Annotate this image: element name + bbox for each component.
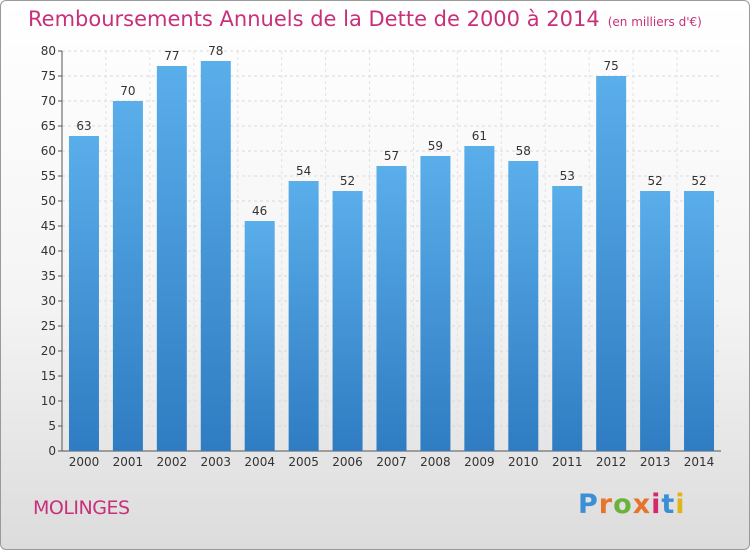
y-tick-label-30: 30 bbox=[41, 294, 56, 308]
brand-letter: t bbox=[661, 489, 676, 520]
value-label-2008: 59 bbox=[428, 139, 443, 153]
chart-title: Remboursements Annuels de la Dette de 20… bbox=[28, 7, 702, 31]
x-tick-label-2005: 2005 bbox=[288, 455, 319, 469]
y-tick-label-75: 75 bbox=[41, 69, 56, 83]
x-tick-label-2009: 2009 bbox=[464, 455, 495, 469]
x-tick-label-2008: 2008 bbox=[420, 455, 451, 469]
y-tick-label-5: 5 bbox=[48, 419, 56, 433]
x-tick-label-2012: 2012 bbox=[596, 455, 627, 469]
bar-2004 bbox=[244, 221, 275, 451]
y-tick-label-15: 15 bbox=[41, 369, 56, 383]
value-label-2013: 52 bbox=[647, 174, 662, 188]
bar-2002 bbox=[156, 66, 187, 451]
x-tick-labels: 2000 2001 2002 2003 2004 2005 2006 2007 2008 2009… bbox=[69, 455, 715, 469]
value-label-2000: 63 bbox=[76, 119, 91, 133]
bar-2006 bbox=[332, 191, 363, 451]
y-tick-label-60: 60 bbox=[41, 144, 56, 158]
value-labels: 63 70 77 78 46 54 52 57 59 61 58 53 75 52 52 bbox=[76, 44, 706, 218]
y-tick-label-65: 65 bbox=[41, 119, 56, 133]
bar-2005 bbox=[288, 181, 319, 451]
y-tick-label-70: 70 bbox=[41, 94, 56, 108]
y-tick-label-80: 80 bbox=[41, 44, 56, 58]
x-tick-label-2002: 2002 bbox=[157, 455, 188, 469]
chart-title-text: Remboursements Annuels de la Dette de 20… bbox=[28, 7, 600, 31]
value-label-2010: 58 bbox=[516, 144, 531, 158]
x-tick-label-2001: 2001 bbox=[113, 455, 144, 469]
value-label-2004: 46 bbox=[252, 204, 267, 218]
value-label-2012: 75 bbox=[604, 59, 619, 73]
value-label-2009: 61 bbox=[472, 129, 487, 143]
value-label-2002: 77 bbox=[164, 49, 179, 63]
brand-letter: x bbox=[632, 489, 652, 520]
place-name: MOLINGES bbox=[33, 497, 130, 519]
bars bbox=[68, 61, 715, 451]
y-tick-label-25: 25 bbox=[41, 319, 56, 333]
y-tick-label-45: 45 bbox=[41, 219, 56, 233]
brand-letter: i bbox=[675, 489, 686, 520]
bar-2011 bbox=[552, 186, 583, 451]
bar-2013 bbox=[640, 191, 671, 451]
value-label-2003: 78 bbox=[208, 44, 223, 58]
bar-2009 bbox=[464, 146, 495, 451]
y-tick-label-35: 35 bbox=[41, 269, 56, 283]
x-tick-label-2011: 2011 bbox=[552, 455, 583, 469]
brand-letter: P bbox=[578, 489, 599, 520]
x-tick-label-2000: 2000 bbox=[69, 455, 100, 469]
bar-2010 bbox=[508, 161, 539, 451]
bar-2001 bbox=[112, 101, 143, 451]
bar-2003 bbox=[200, 61, 231, 451]
brand-letter: o bbox=[613, 489, 633, 520]
brand-letter: i bbox=[651, 489, 662, 520]
y-tick-labels: 0 5 10 15 20 25 30 35 40 45 50 55 60 65 70 75 80 bbox=[41, 44, 56, 458]
y-tick-label-0: 0 bbox=[48, 444, 56, 458]
bar-2008 bbox=[420, 156, 451, 451]
y-tick-label-40: 40 bbox=[41, 244, 56, 258]
y-tick-label-50: 50 bbox=[41, 194, 56, 208]
brand-letter: r bbox=[598, 489, 614, 520]
value-label-2011: 53 bbox=[560, 169, 575, 183]
bar-2000 bbox=[68, 136, 99, 451]
value-label-2007: 57 bbox=[384, 149, 399, 163]
y-tick-label-55: 55 bbox=[41, 169, 56, 183]
chart-subtitle: (en milliers d'€) bbox=[607, 15, 702, 29]
value-label-2006: 52 bbox=[340, 174, 355, 188]
x-tick-label-2006: 2006 bbox=[332, 455, 363, 469]
y-tick-label-20: 20 bbox=[41, 344, 56, 358]
y-tick-label-10: 10 bbox=[41, 394, 56, 408]
value-label-2001: 70 bbox=[120, 84, 135, 98]
value-label-2005: 54 bbox=[296, 164, 311, 178]
brand-logo: Proxiti bbox=[578, 489, 686, 520]
value-label-2014: 52 bbox=[691, 174, 706, 188]
bar-2012 bbox=[596, 76, 627, 451]
x-tick-label-2003: 2003 bbox=[200, 455, 231, 469]
x-tick-label-2004: 2004 bbox=[244, 455, 275, 469]
x-tick-label-2007: 2007 bbox=[376, 455, 407, 469]
x-tick-label-2013: 2013 bbox=[640, 455, 671, 469]
x-tick-label-2010: 2010 bbox=[508, 455, 539, 469]
bar-2014 bbox=[684, 191, 715, 451]
bar-2007 bbox=[376, 166, 407, 451]
x-tick-label-2014: 2014 bbox=[684, 455, 715, 469]
